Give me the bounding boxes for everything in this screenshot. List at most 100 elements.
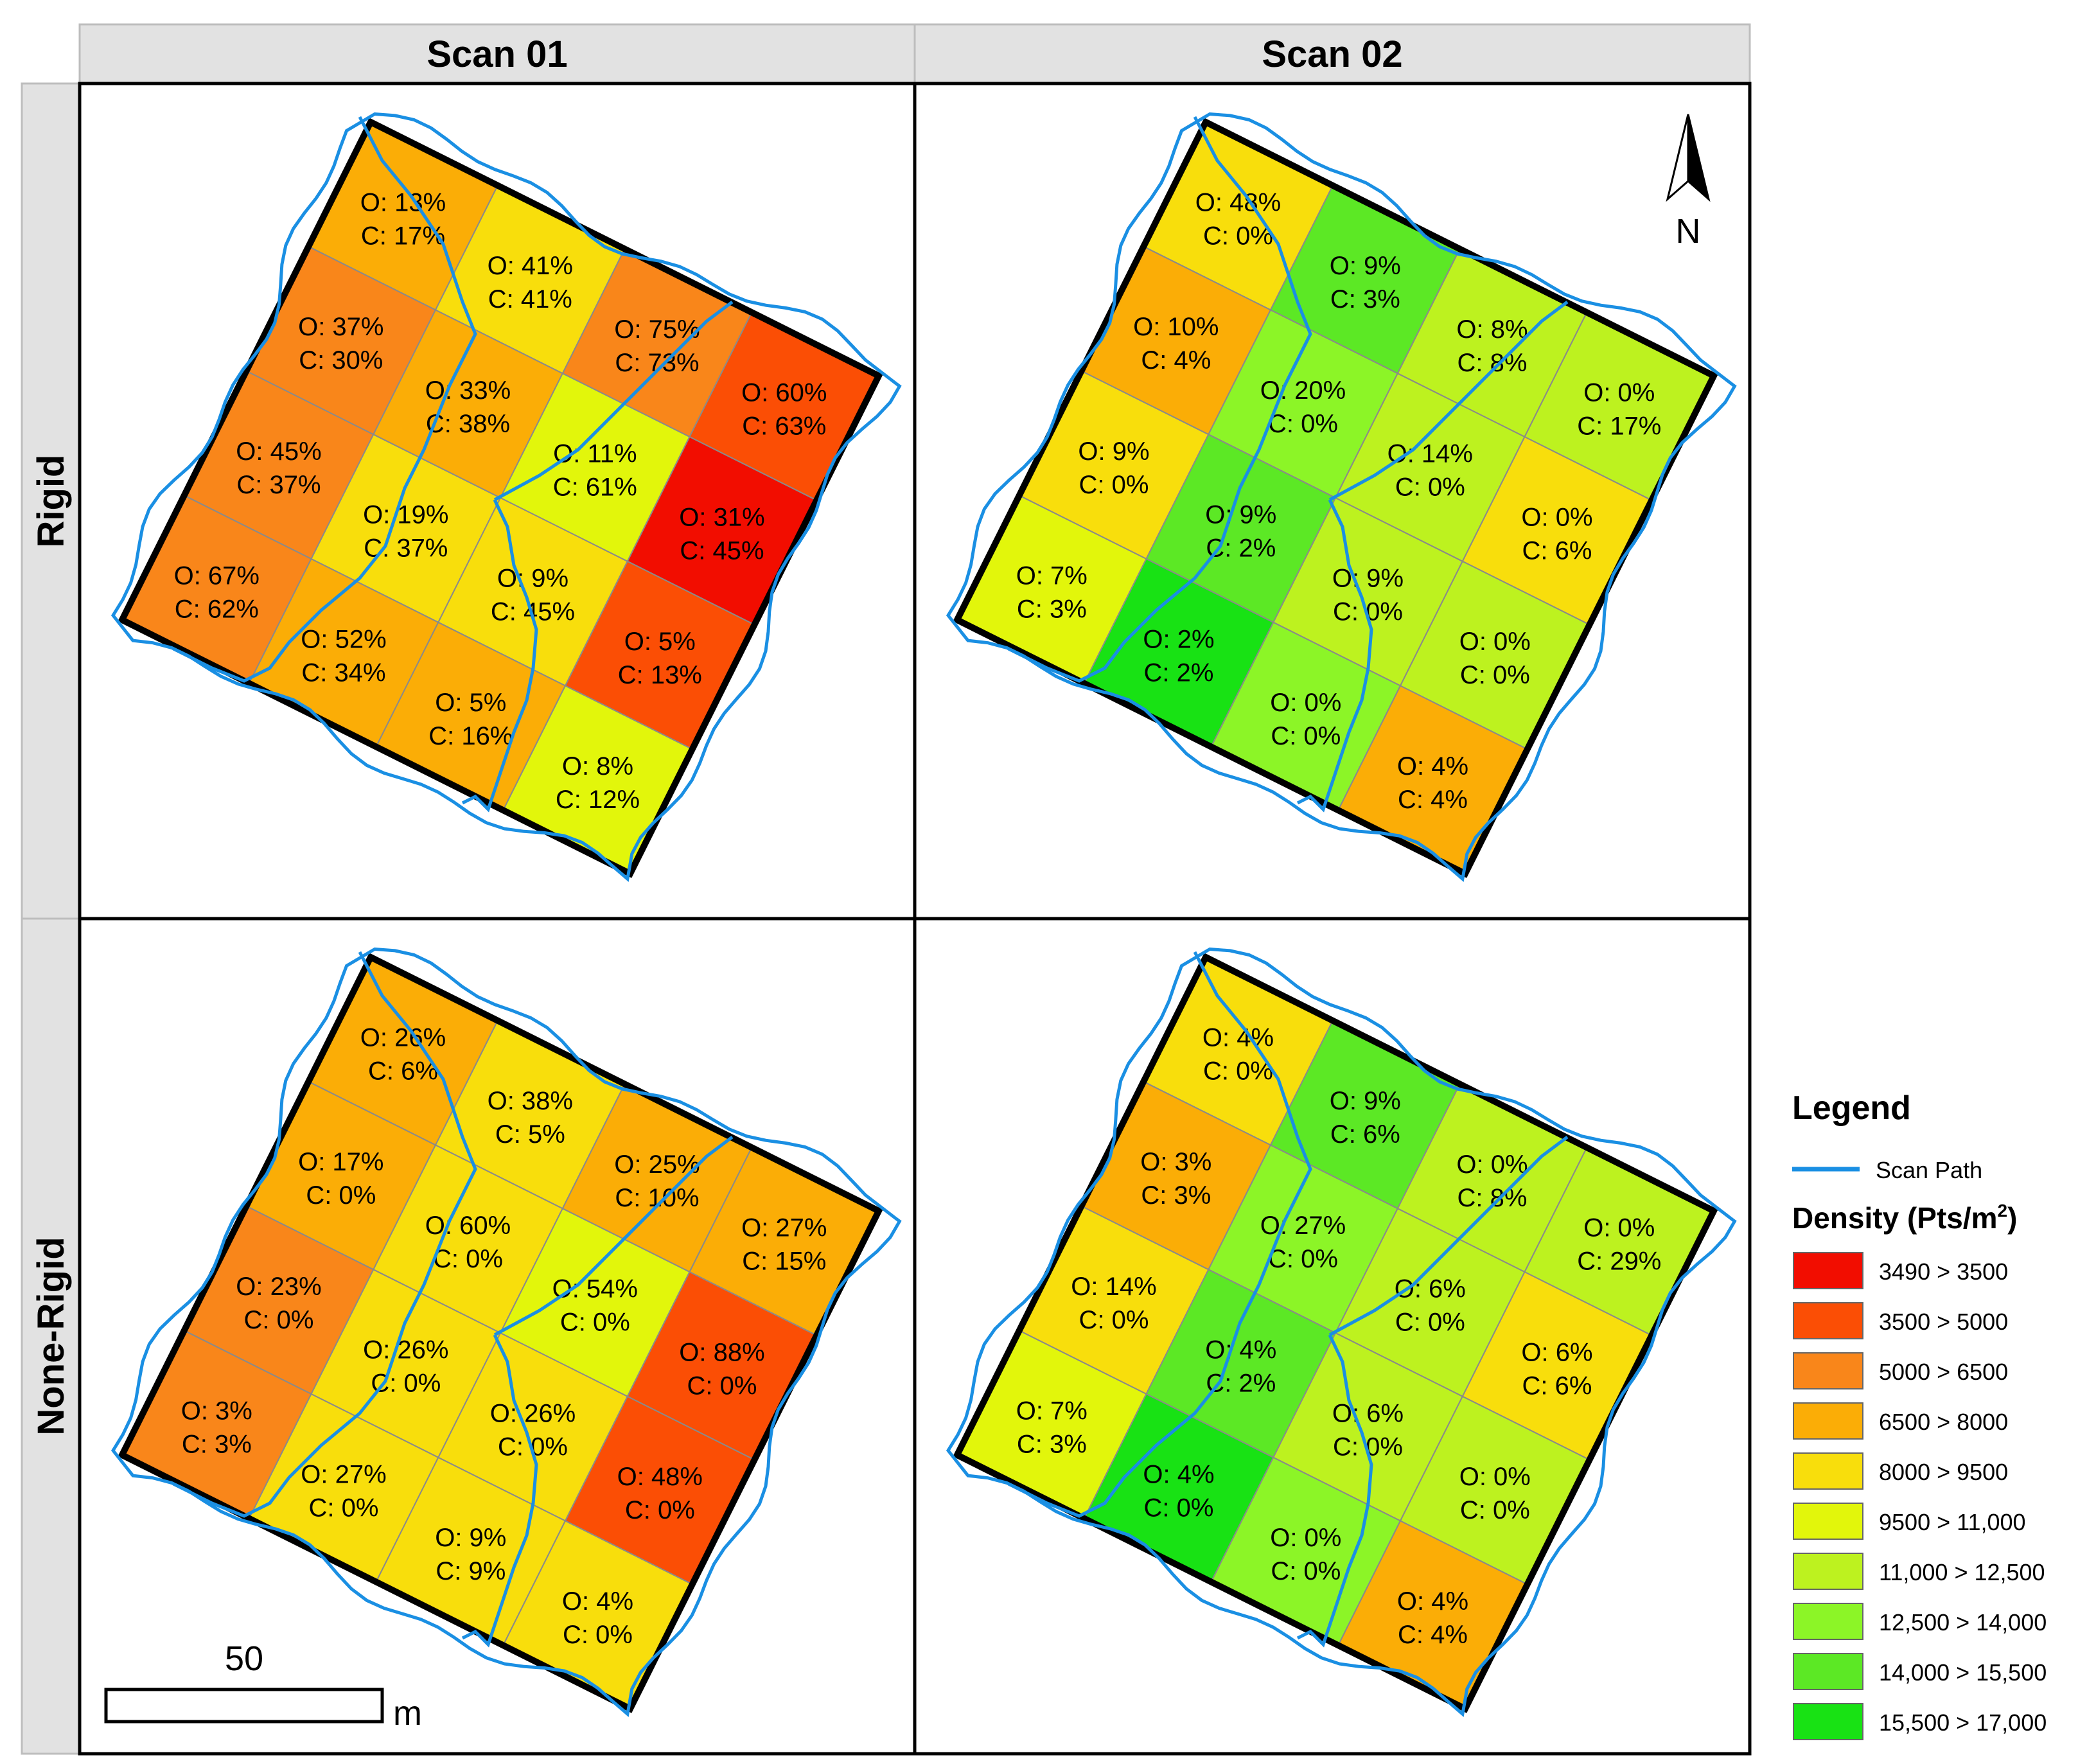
cell-coverage-label: C: 0% <box>687 1372 757 1400</box>
cell-overlap-label: O: 10% <box>1133 313 1219 341</box>
scan-path-outer <box>110 947 902 1717</box>
cell-coverage-label: C: 0% <box>1203 1057 1273 1085</box>
col-header-scan02: Scan 02 <box>1262 33 1402 75</box>
cell-overlap-label: O: 26% <box>490 1399 576 1427</box>
cell-overlap-label: O: 88% <box>679 1338 764 1366</box>
map-panel-nonrigid-scan01: O: 26%C: 6%O: 38%C: 5%O: 25%C: 10%O: 27%… <box>110 947 902 1717</box>
cell-overlap-label: O: 0% <box>1459 628 1531 656</box>
legend-swatch-4 <box>1793 1452 1863 1490</box>
cell-coverage-label: C: 0% <box>309 1494 379 1522</box>
cell-coverage-label: C: 0% <box>625 1496 695 1524</box>
cell-coverage-label: C: 30% <box>299 346 383 375</box>
legend-swatch-6 <box>1793 1553 1863 1590</box>
cell-overlap-label: O: 14% <box>1387 440 1473 468</box>
cell-overlap-label: O: 14% <box>1071 1273 1156 1301</box>
cell-overlap-label: O: 9% <box>497 564 568 592</box>
cell-coverage-label: C: 9% <box>436 1557 506 1585</box>
legend-density-title: Density (Pts/m2) <box>1792 1201 2017 1235</box>
row-header-bg-rigid <box>21 82 81 920</box>
legend-class-label-6: 11,000 > 12,500 <box>1879 1559 2045 1585</box>
cell-overlap-label: O: 48% <box>1195 188 1281 216</box>
cell-overlap-label: O: 9% <box>1330 1087 1401 1115</box>
cell-coverage-label: C: 4% <box>1398 1621 1468 1649</box>
cell-overlap-label: O: 4% <box>562 1587 633 1616</box>
cell-overlap-label: O: 75% <box>614 315 700 344</box>
scan-path-outer <box>946 112 1737 882</box>
cell-coverage-label: C: 0% <box>1460 1496 1530 1524</box>
cell-overlap-label: O: 3% <box>181 1397 252 1425</box>
cell-coverage-label: C: 2% <box>1144 658 1214 687</box>
cell-overlap-label: O: 67% <box>174 562 260 590</box>
cell-coverage-label: C: 13% <box>618 661 702 689</box>
legend-class-label-0: 3490 > 3500 <box>1879 1258 2008 1285</box>
cell-overlap-label: O: 0% <box>1270 1524 1341 1552</box>
legend-title: Legend <box>1792 1089 1911 1127</box>
legend-class-label-3: 6500 > 8000 <box>1879 1409 2008 1435</box>
cell-overlap-label: O: 7% <box>1016 562 1088 590</box>
legend-class-label-4: 8000 > 9500 <box>1879 1459 2008 1485</box>
cell-overlap-label: O: 52% <box>301 625 386 653</box>
cell-coverage-label: C: 16% <box>428 722 513 750</box>
cell-overlap-label: O: 60% <box>425 1212 511 1240</box>
cell-coverage-label: C: 0% <box>1395 473 1465 502</box>
cell-overlap-label: O: 0% <box>1583 379 1655 407</box>
legend-class-label-8: 14,000 > 15,500 <box>1879 1659 2047 1686</box>
cell-overlap-label: O: 54% <box>552 1275 638 1303</box>
cell-coverage-label: C: 62% <box>175 595 259 624</box>
scale-bar-box <box>104 1688 384 1724</box>
cell-coverage-label: C: 29% <box>1577 1248 1661 1276</box>
cell-coverage-label: C: 3% <box>1141 1181 1211 1210</box>
cell-coverage-label: C: 0% <box>1203 222 1273 250</box>
legend-class-label-1: 3500 > 5000 <box>1879 1309 2008 1335</box>
cell-overlap-label: O: 2% <box>1143 625 1214 653</box>
cell-coverage-label: C: 0% <box>1079 471 1149 499</box>
row-header-nonrigid: None-Rigid <box>30 1237 72 1435</box>
cell-overlap-label: O: 4% <box>1202 1023 1274 1052</box>
scale-bar-value: 50 <box>225 1639 263 1678</box>
cell-overlap-label: O: 6% <box>1332 1399 1404 1427</box>
cell-coverage-label: C: 0% <box>560 1309 630 1337</box>
legend-swatch-1 <box>1793 1302 1863 1339</box>
cell-overlap-label: O: 25% <box>614 1151 700 1179</box>
map-panel-rigid-scan01: O: 13%C: 17%O: 41%C: 41%O: 75%C: 73%O: 6… <box>110 112 902 882</box>
scan-path-inner-2 <box>1328 301 1569 502</box>
cell-overlap-label: O: 6% <box>1521 1338 1592 1366</box>
cell-overlap-label: O: 4% <box>1397 752 1468 781</box>
cell-overlap-label: O: 17% <box>298 1148 383 1176</box>
legend-swatch-5 <box>1793 1503 1863 1540</box>
scan-path-inner-1 <box>1007 116 1312 683</box>
cell-coverage-label: C: 41% <box>488 285 572 313</box>
legend-swatch-8 <box>1793 1653 1863 1690</box>
cell-overlap-label: O: 9% <box>1078 437 1149 466</box>
cell-overlap-label: O: 37% <box>298 313 383 341</box>
cell-overlap-label: O: 19% <box>363 501 448 529</box>
cell-coverage-label: C: 6% <box>1522 1372 1592 1400</box>
cell-coverage-label: C: 0% <box>1079 1306 1149 1334</box>
cell-coverage-label: C: 3% <box>1017 1431 1087 1459</box>
study-area-border <box>953 118 1718 878</box>
cell-overlap-label: O: 60% <box>741 379 827 407</box>
cell-overlap-label: O: 4% <box>1205 1336 1276 1364</box>
scan-path-outer <box>110 112 902 882</box>
map-panel-rigid-scan02: O: 48%C: 0%O: 9%C: 3%O: 8%C: 8%O: 0%C: 1… <box>946 112 1737 882</box>
cell-overlap-label: O: 20% <box>1260 376 1346 405</box>
cell-coverage-label: C: 61% <box>553 473 637 502</box>
cell-overlap-label: O: 41% <box>488 252 573 280</box>
cell-overlap-label: O: 38% <box>488 1087 573 1115</box>
cell-coverage-label: C: 45% <box>680 536 764 565</box>
scan-path-inner-3 <box>1296 1334 1373 1648</box>
cell-overlap-label: O: 9% <box>435 1524 506 1552</box>
scan-path-inner-3 <box>461 1334 538 1648</box>
cell-coverage-label: C: 0% <box>563 1621 633 1649</box>
cell-overlap-label: O: 4% <box>1397 1587 1468 1616</box>
cell-coverage-label: C: 12% <box>556 786 640 814</box>
legend-swatch-3 <box>1793 1402 1863 1440</box>
study-area-border <box>118 118 883 878</box>
cell-overlap-label: O: 9% <box>1205 501 1276 529</box>
cell-coverage-label: C: 37% <box>236 471 321 499</box>
cell-coverage-label: C: 5% <box>495 1120 565 1149</box>
cell-overlap-label: O: 33% <box>425 376 511 405</box>
legend-class-label-5: 9500 > 11,000 <box>1879 1509 2026 1535</box>
legend-swatch-2 <box>1793 1352 1863 1389</box>
